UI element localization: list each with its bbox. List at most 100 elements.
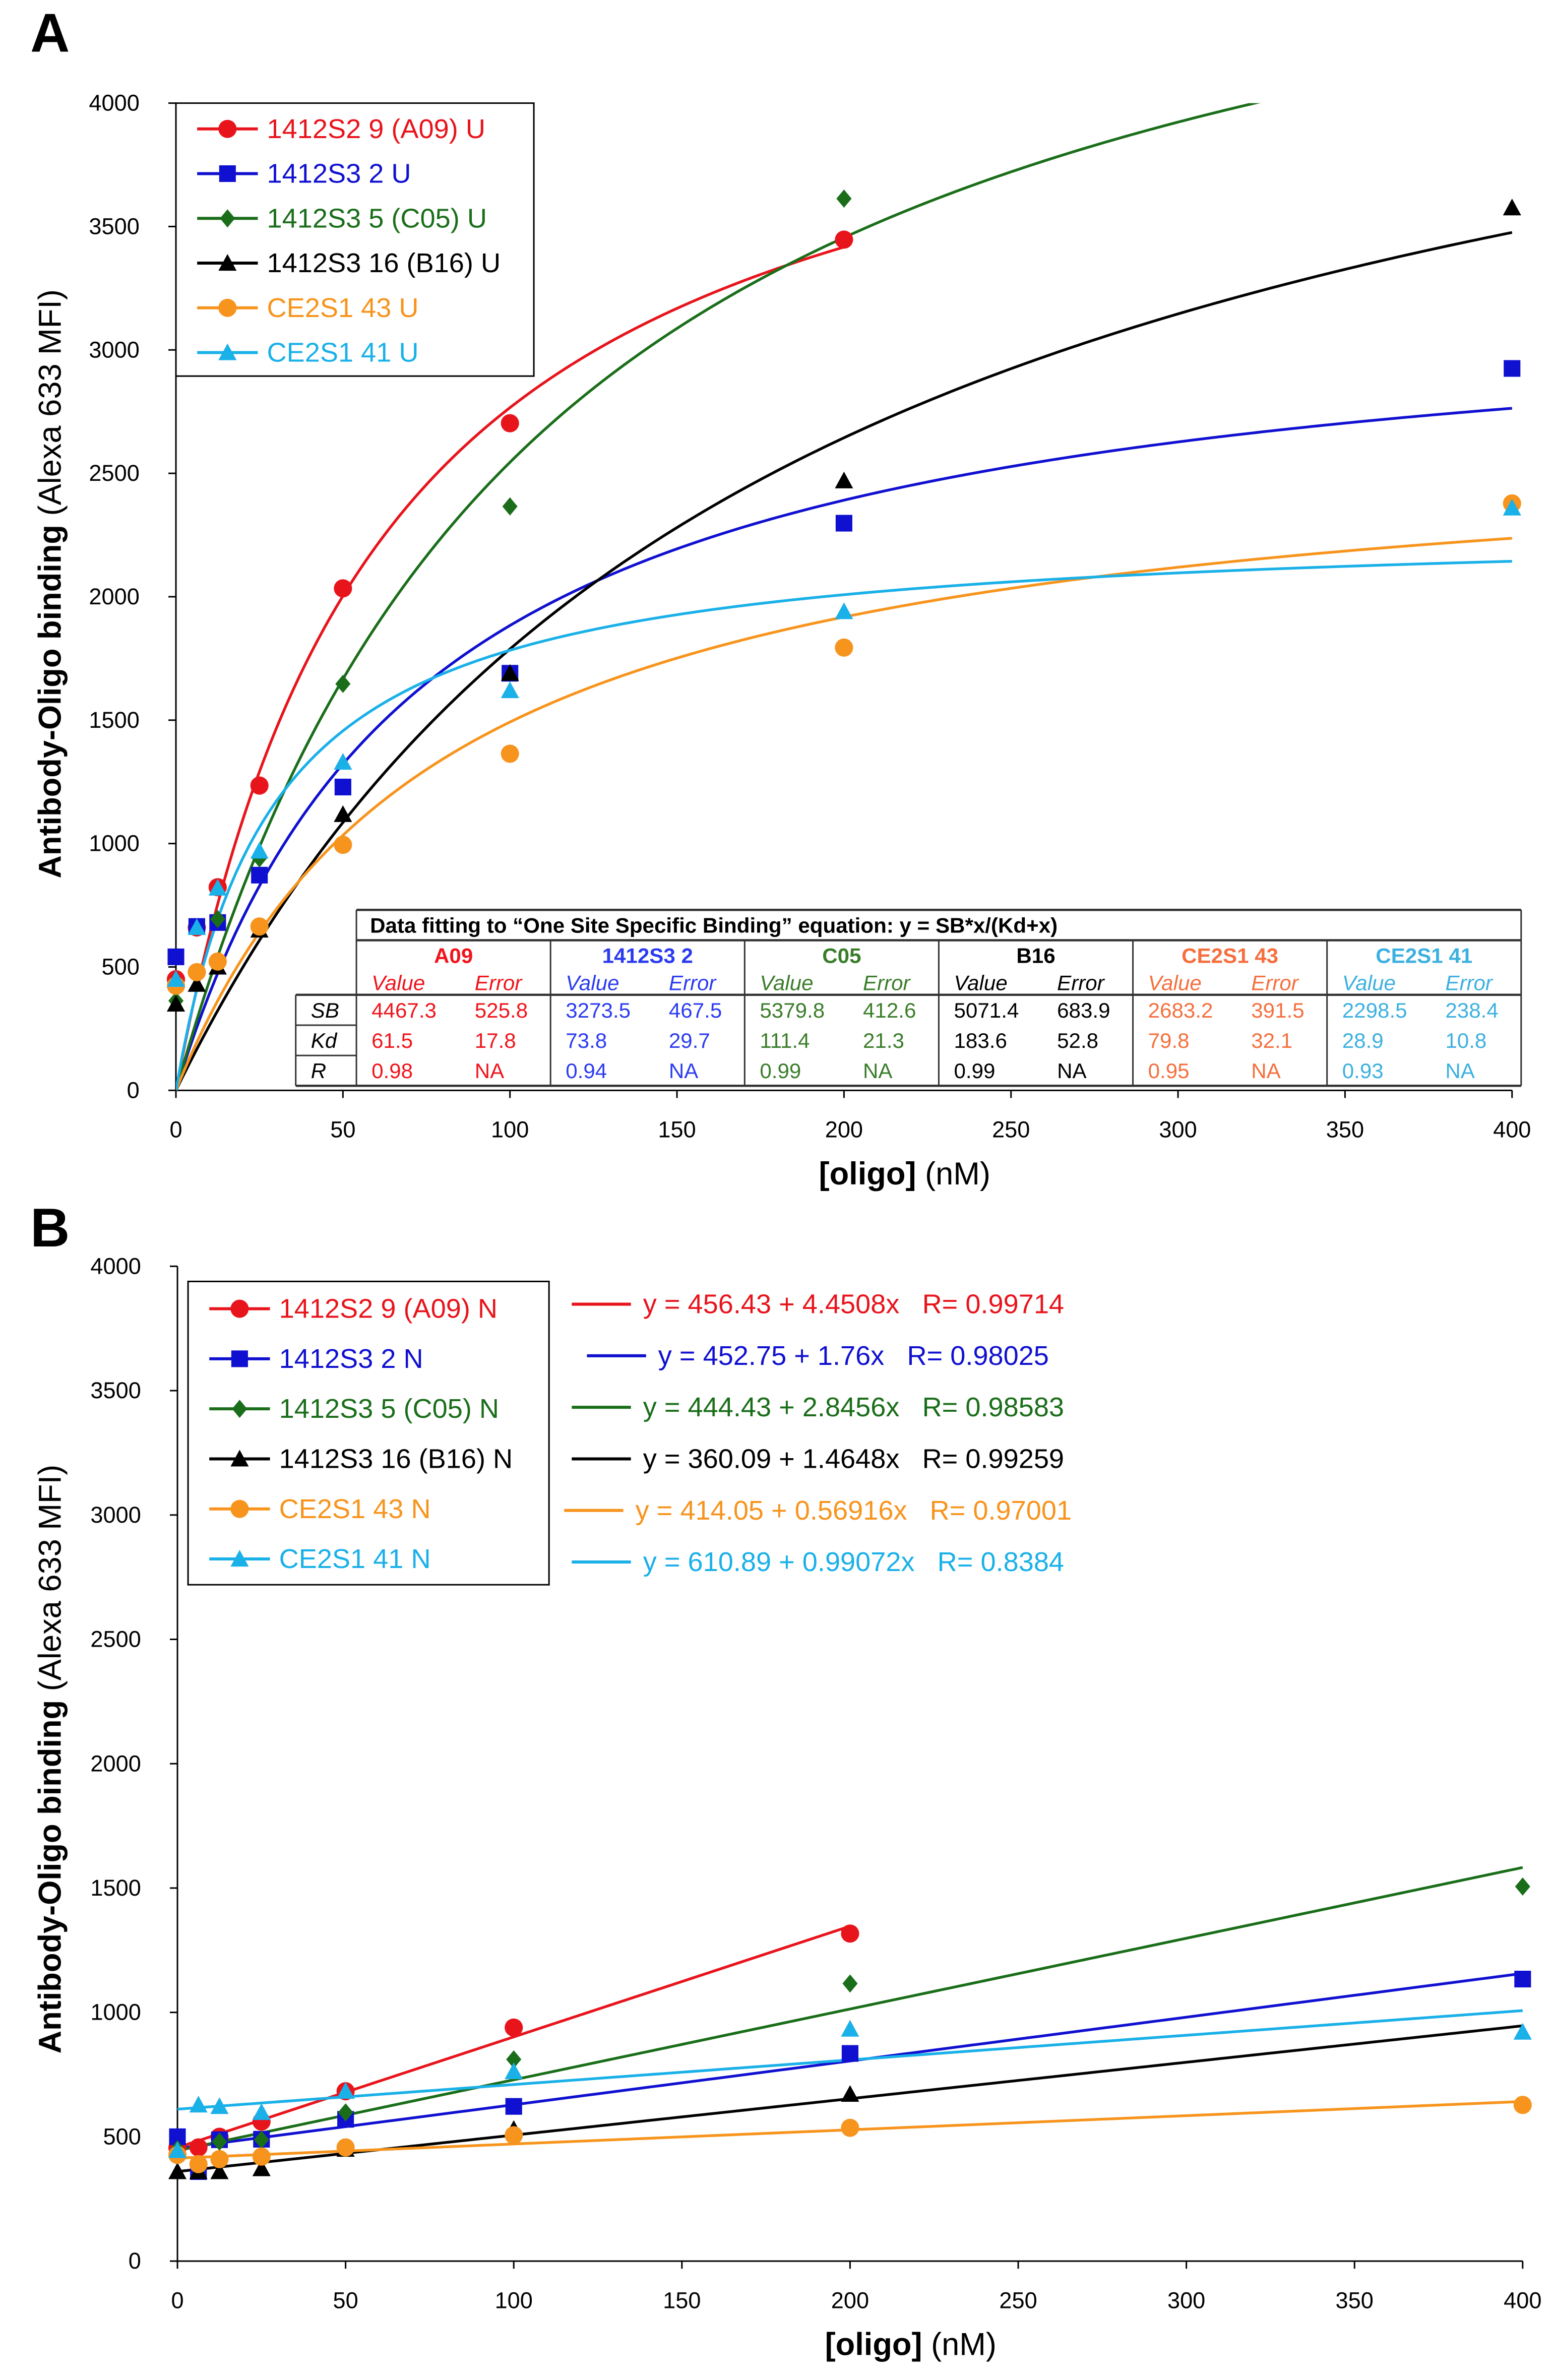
y-axis-label: Antibody-Oligo binding (Alexa 633 MFI) (32, 289, 68, 879)
y-tick-label: 1500 (90, 1875, 141, 1901)
legend-label: 1412S3 2 N (279, 1344, 423, 1374)
table-error: 17.8 (475, 1029, 516, 1052)
data-point (252, 2147, 271, 2166)
table-value-header: Value (371, 971, 425, 995)
table-value: 73.8 (566, 1029, 607, 1052)
data-point (1503, 498, 1521, 516)
legend: 1412S2 9 (A09) N y = 456.43 + 4.4508x R= … (187, 1280, 1072, 1586)
x-tick-label: 400 (1504, 2287, 1541, 2313)
table-value-header: Value (1148, 971, 1202, 995)
y-tick-label: 2000 (89, 584, 139, 609)
data-point (167, 948, 184, 965)
table-error: 525.8 (475, 998, 528, 1022)
table-error: NA (1445, 1059, 1475, 1083)
legend-label: CE2S1 43 N (279, 1494, 431, 1524)
x-axis-label-bold: [oligo] (819, 1156, 916, 1192)
table-column-header: 1412S3 2 (602, 944, 693, 968)
table-column-header: C05 (822, 944, 861, 968)
data-point (841, 2045, 858, 2062)
table-value: 0.99 (760, 1059, 801, 1083)
y-tick-label: 3500 (89, 213, 139, 239)
table-value: 0.93 (1342, 1059, 1384, 1083)
y-tick-label: 2000 (90, 1750, 141, 1776)
table-value-header: Value (954, 971, 1008, 995)
data-point (210, 2097, 229, 2114)
data-point (835, 638, 853, 657)
y-tick-label: 4000 (89, 90, 139, 116)
data-point (835, 230, 853, 249)
table-error: 467.5 (669, 998, 722, 1022)
data-point (208, 879, 227, 896)
table-error: 29.7 (669, 1029, 710, 1052)
table-value: 3273.5 (566, 998, 631, 1022)
data-point (168, 2162, 187, 2179)
x-tick-label: 300 (1167, 2287, 1205, 2313)
table-error: 391.5 (1251, 998, 1304, 1022)
data-point (188, 975, 206, 992)
table-value: 79.8 (1148, 1029, 1190, 1052)
legend-box (175, 102, 535, 377)
legend-label: 1412S2 9 (A09) U (267, 114, 485, 144)
data-point (841, 2118, 859, 2137)
series-4-points (168, 2096, 1532, 2173)
x-tick-label: 250 (999, 2287, 1037, 2313)
table-error: NA (475, 1059, 504, 1083)
fit-line (177, 1866, 1523, 2152)
panel-label-a: A (30, 2, 70, 63)
legend-marker (230, 1299, 249, 1318)
legend-label: CE2S1 43 U (267, 293, 419, 323)
table-value: 0.98 (371, 1059, 413, 1083)
table-value-header: Value (1342, 971, 1396, 995)
data-point (502, 497, 518, 516)
data-point (1513, 2096, 1532, 2114)
series-0 (177, 1925, 851, 2149)
table-error: 10.8 (1445, 1029, 1486, 1052)
table-value: 0.94 (566, 1059, 607, 1083)
table-error-header: Error (669, 971, 717, 995)
data-point (335, 674, 351, 693)
data-point (501, 744, 519, 763)
y-tick-label: 500 (102, 954, 140, 980)
data-point (505, 2126, 523, 2145)
series-5-points (166, 498, 1521, 987)
table-value: 5071.4 (954, 998, 1019, 1022)
data-point (166, 970, 185, 987)
table-error-header: Error (863, 971, 911, 995)
data-point (334, 753, 352, 770)
data-point (166, 994, 185, 1012)
x-tick-label: 100 (495, 2287, 533, 2313)
x-tick-label: 200 (825, 1117, 863, 1143)
data-point (1513, 2023, 1532, 2040)
data-point (336, 2138, 355, 2157)
data-point (250, 842, 269, 859)
legend-label: 1412S3 5 (C05) N (279, 1394, 499, 1424)
data-point (168, 2141, 187, 2158)
table-error-header: Error (1251, 971, 1299, 995)
data-point (251, 866, 268, 884)
x-tick-label: 150 (658, 1117, 696, 1143)
legend-marker (219, 165, 236, 182)
data-point (210, 910, 225, 928)
data-point (1503, 199, 1521, 216)
table-column-header: CE2S1 41 (1376, 944, 1472, 968)
data-point (1514, 1970, 1531, 1988)
data-point (210, 2150, 229, 2168)
data-point (841, 2020, 859, 2037)
y-tick-label: 1500 (89, 707, 139, 733)
data-point (842, 1974, 858, 1993)
x-axis-label-bold: [oligo] (825, 2327, 922, 2362)
data-point (189, 2096, 208, 2113)
y-axis-label-units: (Alexa 633 MFI) (32, 1465, 68, 1700)
fit-line (176, 407, 1512, 1091)
table-row-label: SB (311, 998, 339, 1022)
data-point (505, 2098, 522, 2115)
table-title: Data fitting to “One Site Specific Bindi… (370, 913, 1058, 937)
table-value: 111.4 (760, 1029, 810, 1052)
legend-marker (218, 343, 237, 360)
y-tick-label: 4000 (90, 1253, 141, 1279)
series-0 (176, 245, 845, 1091)
x-tick-label: 200 (831, 2287, 869, 2313)
fit-line (176, 559, 1512, 1091)
fit-line (176, 245, 845, 1091)
